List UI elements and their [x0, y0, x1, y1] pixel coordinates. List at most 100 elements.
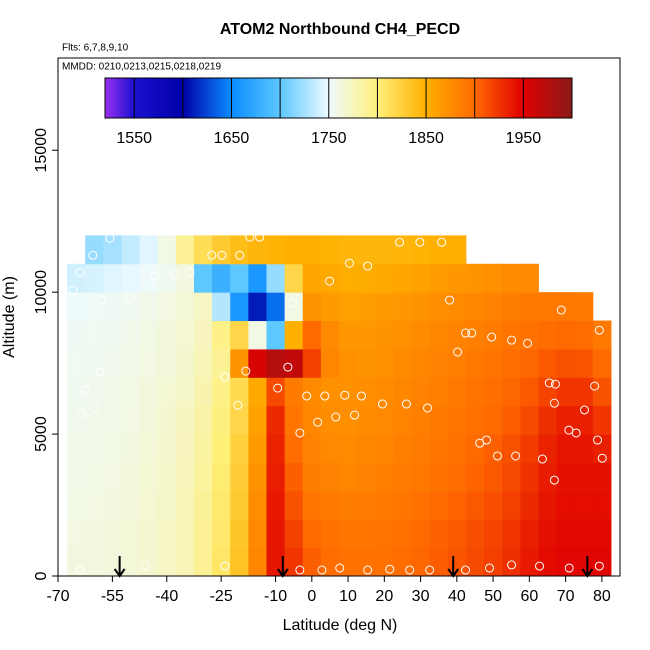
cell [429, 519, 449, 549]
flight-point [550, 379, 560, 389]
cell [193, 434, 213, 463]
cell [248, 348, 267, 378]
cell [157, 292, 177, 322]
cell [67, 348, 86, 378]
cell [139, 320, 159, 350]
x-tick-label: -55 [101, 588, 124, 605]
chart-title: ATOM2 Northbound CH4_PECD [220, 21, 460, 38]
flight-point [549, 475, 559, 485]
cell [465, 292, 485, 322]
cell [266, 405, 286, 435]
cell [538, 434, 558, 463]
cell [266, 434, 286, 463]
flight-point [140, 561, 150, 571]
cell [121, 462, 141, 492]
cell [556, 434, 576, 463]
cell [212, 519, 231, 549]
cell [574, 519, 594, 549]
cell [429, 377, 449, 407]
cell [248, 405, 267, 435]
cell [175, 434, 195, 463]
cell [339, 320, 358, 350]
cell [121, 405, 141, 435]
cell [357, 348, 376, 378]
cell [212, 377, 231, 407]
flight-point [88, 250, 98, 260]
x-tick-label: 60 [520, 588, 538, 605]
cell [230, 462, 249, 492]
cell [284, 320, 304, 350]
cell [302, 547, 322, 577]
cell [538, 462, 558, 492]
cell [284, 490, 304, 520]
flight-point [170, 269, 180, 279]
cell [375, 519, 394, 549]
cell [103, 490, 122, 520]
cell [411, 292, 431, 322]
flight-point [241, 366, 251, 376]
flight-point [492, 451, 502, 461]
cell [85, 292, 104, 322]
cell [175, 348, 195, 378]
cell [212, 405, 231, 435]
cell [85, 263, 104, 293]
cell [302, 235, 322, 265]
cell [357, 490, 376, 520]
cell [284, 434, 304, 463]
cell [139, 434, 159, 463]
cell [157, 320, 177, 350]
cell [357, 235, 376, 265]
cell [157, 519, 177, 549]
flight-point [77, 410, 87, 420]
cell [502, 292, 521, 322]
cell [212, 547, 231, 577]
cell [157, 235, 177, 265]
cell [502, 405, 521, 435]
cell [556, 320, 576, 350]
cell [320, 519, 340, 549]
cell [193, 348, 213, 378]
cell [465, 377, 485, 407]
cell [248, 377, 267, 407]
flight-point [484, 563, 494, 573]
cell [103, 263, 122, 293]
cell [248, 490, 267, 520]
cell [538, 519, 558, 549]
cell [139, 405, 159, 435]
cell [266, 263, 286, 293]
cell [175, 235, 195, 265]
flight-point [405, 565, 415, 575]
cell [230, 320, 249, 350]
cell [520, 377, 539, 407]
x-tick-label: -10 [264, 588, 287, 605]
cell [339, 263, 358, 293]
cell [248, 235, 267, 265]
flight-point [453, 347, 463, 357]
cell [139, 235, 159, 265]
flight-point [245, 232, 255, 242]
cell [393, 235, 413, 265]
cell [175, 377, 195, 407]
cell [393, 377, 413, 407]
cell [375, 320, 394, 350]
cell [284, 235, 304, 265]
cell [357, 320, 376, 350]
cell [538, 292, 558, 322]
x-tick-label: -70 [46, 588, 69, 605]
cell [393, 292, 413, 322]
cell [85, 519, 104, 549]
cell [465, 519, 485, 549]
cell [248, 292, 267, 322]
cell [121, 292, 141, 322]
flight-point [283, 362, 293, 372]
cell [556, 547, 576, 577]
cell [67, 377, 86, 407]
cell [447, 519, 467, 549]
cell [67, 263, 86, 293]
flight-point [590, 381, 600, 391]
colorbar-tick-label: 1750 [311, 130, 347, 147]
cell [339, 377, 358, 407]
cell [139, 490, 159, 520]
cell [266, 519, 286, 549]
cell [85, 377, 104, 407]
